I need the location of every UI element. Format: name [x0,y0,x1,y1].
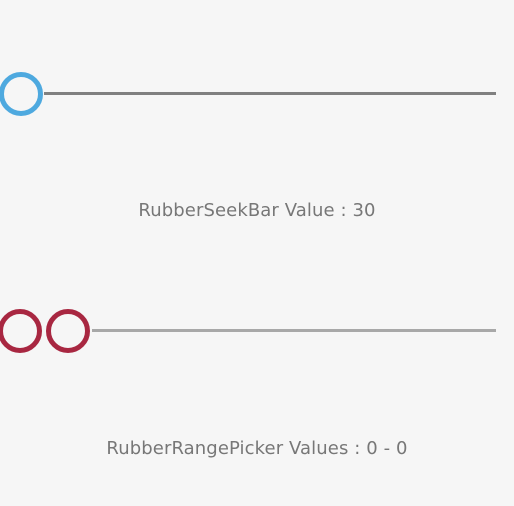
range-picker-end-thumb[interactable] [46,309,90,353]
rubber-seekbar-track[interactable] [44,92,496,95]
rubber-range-picker-track[interactable] [92,329,496,332]
rubber-seekbar-thumb[interactable] [0,72,43,116]
range-picker-values-label: RubberRangePicker Values : 0 - 0 [106,438,408,459]
seekbar-value-label: RubberSeekBar Value : 30 [138,200,376,221]
range-picker-start-thumb[interactable] [0,309,42,353]
